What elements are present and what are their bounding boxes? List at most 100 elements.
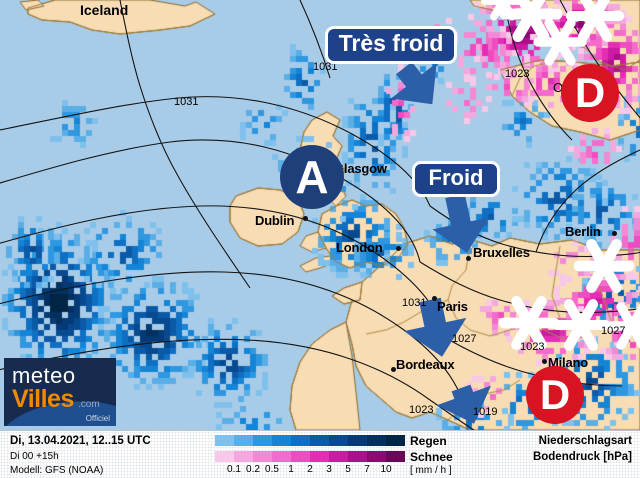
snowflake-icon	[565, 0, 625, 42]
city-dot-berlin	[612, 231, 617, 236]
isobar-1023-alps: 1023	[520, 341, 545, 353]
arrow-froid	[432, 193, 490, 253]
footer-model: Modell: GFS (NOAA)	[10, 465, 104, 476]
scale-swatch	[291, 451, 310, 462]
scale-tick: 0.5	[265, 464, 279, 475]
isobar-line-4	[0, 338, 475, 430]
scale-swatch	[215, 451, 234, 462]
snowflake-icon	[573, 239, 635, 293]
map-vector-overlay	[0, 0, 640, 430]
city-label-bruxelles[interactable]: Bruxelles	[473, 245, 530, 260]
isobar-1019-south: 1019	[473, 406, 498, 418]
legend-label-regen: Regen	[410, 434, 447, 448]
snowflake-icon	[533, 18, 587, 66]
weather-map[interactable]	[0, 0, 640, 430]
city-label-dublin[interactable]: Dublin	[255, 213, 295, 228]
scale-swatch	[329, 435, 348, 446]
city-dot-paris	[432, 296, 437, 301]
callout-tres-froid[interactable]: Très froid	[325, 26, 457, 64]
snow-color-scale	[215, 451, 405, 462]
scale-swatch	[386, 435, 405, 446]
scale-tick-labels: 0.1 0.2 0.5 1 2 3 5 7 10	[215, 464, 405, 477]
scale-swatch	[291, 435, 310, 446]
isobar-line-9	[445, 337, 623, 387]
scale-swatch	[348, 435, 367, 446]
depression-d-south[interactable]: D	[526, 366, 584, 424]
isobar-1031-paris: 1031	[402, 297, 427, 309]
scale-tick: 3	[326, 464, 332, 475]
isobar-1031-north: 1031	[313, 61, 338, 73]
isobar-line-0	[0, 96, 431, 207]
map-footer-legend: Di, 13.04.2021, 12..15 UTC Di 00 +15h Mo…	[0, 430, 640, 478]
city-dot-bruxelles	[466, 256, 471, 261]
scale-swatch	[253, 451, 272, 462]
scale-tick: 0.2	[246, 464, 260, 475]
scale-swatch	[234, 435, 253, 446]
scale-swatch	[329, 451, 348, 462]
isobar-line-12	[535, 149, 640, 253]
arrow-south	[436, 384, 491, 424]
isobar-o-marker: O	[553, 80, 564, 95]
scale-tick: 0.1	[227, 464, 241, 475]
legend-label-schnee: Schnee	[410, 450, 453, 464]
snowflake-icon	[481, 0, 525, 21]
isobar-1023-south: 1023	[409, 404, 434, 416]
footer-datetime: Di, 13.04.2021, 12..15 UTC	[10, 435, 151, 447]
isobar-line-2	[0, 205, 447, 339]
depression-d-north[interactable]: D	[561, 64, 619, 122]
logo-text-meteo: meteo	[12, 363, 76, 388]
isobar-line-3	[0, 271, 467, 413]
logo-text-domain: .com	[78, 399, 100, 410]
scale-swatch	[386, 451, 405, 462]
legend-unit: [ mm / h ]	[410, 465, 452, 476]
callout-froid[interactable]: Froid	[412, 161, 500, 197]
city-label-berlin[interactable]: Berlin	[565, 224, 601, 239]
isobar-line-5	[119, 0, 251, 289]
isobar-1023-north: 1023	[505, 68, 530, 80]
isobar-1031-west: 1031	[174, 96, 199, 108]
meteo-villes-logo[interactable]: meteo Villes .com Officiel	[4, 358, 116, 426]
scale-swatch	[215, 435, 234, 446]
isobar-1027-east: 1027	[601, 325, 626, 337]
footer-title-bodendruck: Bodendruck [hPa]	[532, 451, 632, 463]
city-label-paris[interactable]: Paris	[437, 299, 468, 314]
footer-run: Di 00 +15h	[10, 451, 59, 462]
isobar-line-10	[503, 0, 573, 141]
isobar-line-6	[299, 0, 331, 79]
city-label-london[interactable]: London	[336, 240, 383, 255]
scale-swatch	[253, 435, 272, 446]
arrow-tres-froid	[390, 61, 437, 105]
snowflake-icon	[498, 296, 560, 350]
snowflake-icon	[551, 299, 611, 351]
scale-swatch	[272, 435, 291, 446]
scale-swatch	[348, 451, 367, 462]
city-label-bordeaux[interactable]: Bordeaux	[396, 357, 455, 372]
anticyclone-a[interactable]: A	[280, 145, 344, 209]
scale-swatch	[234, 451, 253, 462]
city-label-glasgow[interactable]: Glasgow	[334, 161, 387, 176]
snowflake-icon	[605, 302, 640, 350]
city-dot-bordeaux	[391, 367, 396, 372]
isobar-1027-france: 1027	[452, 333, 477, 345]
scale-tick: 7	[364, 464, 370, 475]
scale-swatch	[367, 435, 386, 446]
scale-tick: 10	[380, 464, 392, 475]
scale-tick: 5	[345, 464, 351, 475]
scale-swatch	[310, 435, 329, 446]
footer-title-niederschlagsart: Niederschlagsart	[538, 435, 632, 447]
scale-tick: 1	[288, 464, 294, 475]
region-label-iceland: Iceland	[80, 2, 129, 18]
scale-swatch	[272, 451, 291, 462]
city-dot-dublin	[303, 216, 308, 221]
arrow-france	[403, 297, 467, 357]
logo-badge-officiel: Officiel	[85, 414, 110, 423]
city-dot-london	[396, 246, 401, 251]
isobar-line-1	[0, 139, 421, 263]
scale-swatch	[310, 451, 329, 462]
city-dot-milano	[542, 359, 547, 364]
logo-text-villes: Villes	[12, 385, 74, 413]
rain-color-scale	[215, 435, 405, 446]
scale-tick: 2	[307, 464, 313, 475]
scale-swatch	[367, 451, 386, 462]
